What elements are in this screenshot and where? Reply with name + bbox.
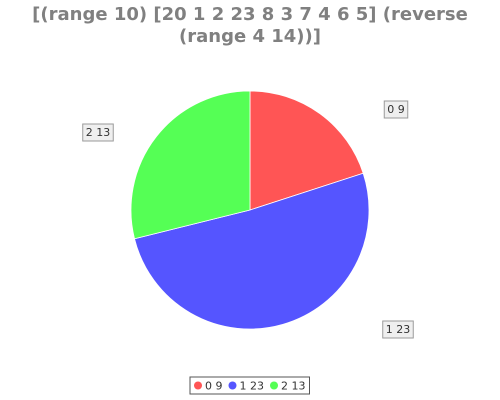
- slice-label-text-2: 2 13: [86, 126, 111, 139]
- chart-title-line-2: (range 4 14))]: [179, 26, 321, 47]
- legend-swatch-2: [270, 381, 278, 390]
- chart-title: [(range 10) [20 1 2 23 8 3 7 4 6 5] (rev…: [32, 4, 468, 47]
- slice-label-text-1: 1 23: [386, 323, 411, 336]
- slice-label-box-0: [383, 100, 409, 119]
- legend-item-2: 2 13: [270, 380, 306, 393]
- legend-frame: [189, 376, 310, 395]
- legend-item-1: 1 23: [228, 380, 265, 393]
- pie-slices: [130, 90, 370, 330]
- legend-swatch-0: [194, 381, 202, 390]
- legend-swatch-1: [228, 381, 237, 390]
- slice-label-text-0: 0 9: [387, 103, 405, 116]
- slice-label-1: 1 23: [382, 320, 414, 339]
- pie-slice-labels: 0 9 1 23 2 13: [82, 100, 414, 339]
- slice-label-0: 0 9: [383, 100, 409, 119]
- slice-label-box-2: [82, 123, 114, 142]
- legend-item-0: 0 9: [194, 380, 223, 393]
- slice-label-2: 2 13: [82, 123, 114, 142]
- legend-label-2: 2 13: [281, 380, 306, 393]
- slice-label-box-1: [382, 320, 414, 339]
- pie-slice-2: [130, 90, 251, 240]
- legend: 0 9 1 23 2 13: [189, 376, 310, 395]
- legend-label-1: 1 23: [240, 380, 265, 393]
- pie-slice-1: [134, 172, 370, 330]
- chart-title-line-1: [(range 10) [20 1 2 23 8 3 7 4 6 5] (rev…: [32, 4, 468, 25]
- pie-slice-0: [249, 90, 364, 211]
- legend-label-0: 0 9: [205, 380, 223, 393]
